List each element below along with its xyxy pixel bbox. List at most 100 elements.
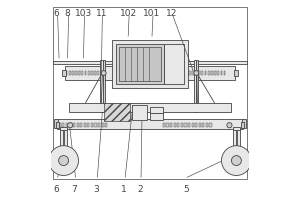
Bar: [234, 70, 238, 76]
Bar: [167, 123, 169, 127]
Bar: [101, 123, 104, 127]
Bar: [98, 123, 100, 127]
Text: 6: 6: [54, 9, 59, 18]
Bar: [103, 60, 104, 112]
Circle shape: [101, 71, 106, 75]
Bar: [100, 60, 103, 112]
Bar: [104, 103, 130, 121]
Bar: [64, 128, 67, 148]
Bar: [53, 7, 247, 179]
Bar: [119, 47, 161, 81]
Circle shape: [231, 156, 242, 166]
Text: 8: 8: [65, 9, 70, 18]
Bar: [94, 123, 97, 127]
Bar: [56, 122, 59, 128]
Bar: [78, 71, 80, 75]
Bar: [233, 128, 236, 148]
Text: 103: 103: [75, 9, 92, 18]
Bar: [66, 123, 68, 127]
Bar: [164, 44, 184, 84]
Text: 7: 7: [72, 185, 77, 194]
Text: 5: 5: [183, 185, 189, 194]
Bar: [195, 123, 197, 127]
Bar: [80, 123, 82, 127]
Bar: [60, 128, 63, 148]
Circle shape: [68, 123, 73, 128]
Bar: [100, 71, 102, 75]
Circle shape: [58, 156, 69, 166]
Bar: [191, 123, 194, 127]
Bar: [69, 123, 71, 127]
Bar: [211, 71, 213, 75]
Bar: [181, 123, 183, 127]
Bar: [233, 127, 240, 130]
Bar: [242, 119, 246, 128]
Bar: [189, 71, 190, 75]
Bar: [112, 40, 188, 88]
Bar: [199, 123, 201, 127]
Text: 101: 101: [143, 9, 161, 18]
Bar: [206, 123, 208, 127]
Bar: [91, 123, 93, 127]
Bar: [88, 71, 90, 75]
Bar: [116, 44, 164, 84]
Bar: [57, 119, 243, 129]
Text: 2: 2: [137, 185, 143, 194]
Bar: [184, 123, 187, 127]
Bar: [224, 71, 226, 75]
Bar: [174, 123, 176, 127]
Bar: [91, 71, 93, 75]
Bar: [214, 71, 216, 75]
Circle shape: [49, 146, 79, 175]
Bar: [105, 123, 107, 127]
Bar: [194, 60, 196, 112]
Bar: [87, 123, 89, 127]
Bar: [61, 70, 66, 76]
Bar: [205, 71, 206, 75]
Bar: [84, 123, 86, 127]
Bar: [82, 71, 83, 75]
Bar: [132, 105, 147, 120]
Bar: [72, 71, 74, 75]
Circle shape: [221, 146, 251, 175]
Text: 3: 3: [94, 185, 99, 194]
Bar: [198, 71, 200, 75]
Bar: [220, 71, 222, 75]
Circle shape: [227, 123, 232, 128]
Bar: [73, 123, 75, 127]
Bar: [62, 123, 64, 127]
Bar: [177, 123, 179, 127]
Bar: [66, 71, 68, 75]
Text: 1: 1: [121, 185, 127, 194]
Circle shape: [194, 71, 199, 75]
Text: 6: 6: [54, 185, 59, 194]
Bar: [150, 113, 163, 120]
Bar: [69, 71, 70, 75]
Bar: [202, 123, 204, 127]
Bar: [60, 127, 67, 130]
Bar: [209, 123, 211, 127]
Bar: [76, 123, 79, 127]
Bar: [192, 71, 194, 75]
Bar: [201, 71, 203, 75]
Bar: [54, 119, 58, 128]
Bar: [241, 122, 244, 128]
Bar: [150, 107, 163, 113]
Bar: [188, 123, 190, 127]
Bar: [208, 71, 210, 75]
Bar: [58, 123, 61, 127]
Bar: [53, 61, 247, 64]
Bar: [217, 71, 219, 75]
Bar: [237, 128, 240, 148]
Bar: [75, 71, 77, 75]
Bar: [98, 71, 99, 75]
Bar: [163, 123, 165, 127]
Bar: [64, 66, 236, 80]
Bar: [196, 60, 198, 112]
Bar: [69, 103, 231, 112]
Bar: [195, 71, 197, 75]
Bar: [170, 123, 172, 127]
Text: 102: 102: [120, 9, 137, 18]
Text: 12: 12: [166, 9, 178, 18]
Text: 11: 11: [96, 9, 107, 18]
